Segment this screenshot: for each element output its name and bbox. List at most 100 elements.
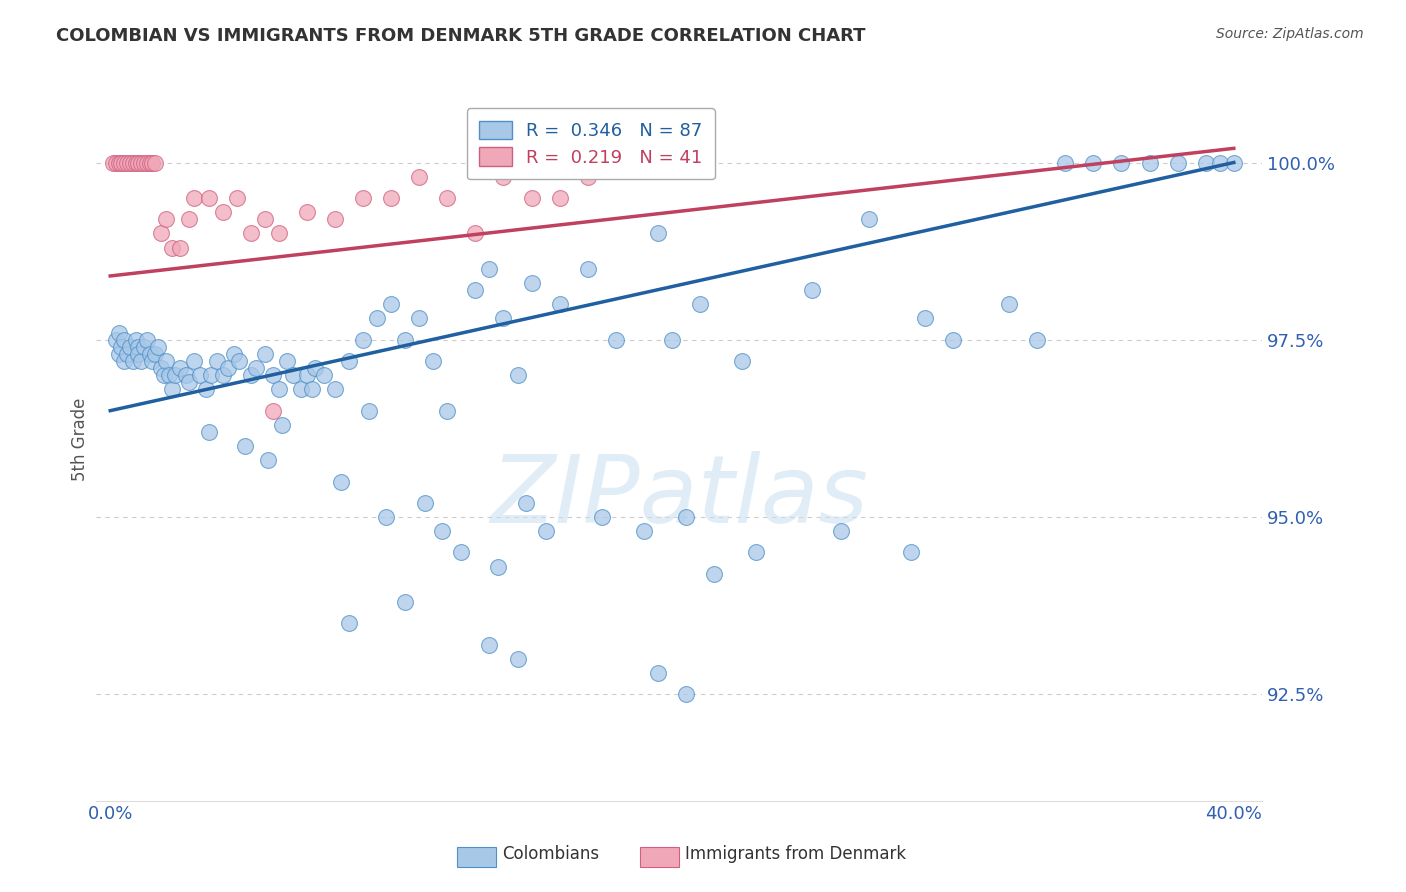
- Point: [245, 361, 267, 376]
- Point: [276, 354, 298, 368]
- Point: [745, 545, 768, 559]
- Point: [155, 354, 177, 368]
- Point: [998, 297, 1021, 311]
- Point: [675, 687, 697, 701]
- Point: [408, 169, 430, 184]
- Point: [152, 368, 174, 383]
- Point: [112, 333, 135, 347]
- Point: [149, 361, 172, 376]
- Point: [155, 212, 177, 227]
- Point: [647, 665, 669, 680]
- Point: [506, 652, 529, 666]
- Point: [430, 524, 453, 539]
- Point: [107, 155, 129, 169]
- Point: [731, 354, 754, 368]
- Point: [1167, 155, 1189, 169]
- Point: [1195, 155, 1218, 169]
- Point: [115, 347, 138, 361]
- Point: [115, 155, 138, 169]
- Point: [492, 169, 515, 184]
- Point: [197, 425, 219, 439]
- Point: [703, 566, 725, 581]
- Point: [183, 191, 205, 205]
- Point: [197, 191, 219, 205]
- Point: [661, 333, 683, 347]
- Point: [118, 340, 141, 354]
- Point: [323, 212, 346, 227]
- Point: [141, 354, 163, 368]
- Point: [253, 212, 276, 227]
- Text: COLOMBIAN VS IMMIGRANTS FROM DENMARK 5TH GRADE CORRELATION CHART: COLOMBIAN VS IMMIGRANTS FROM DENMARK 5TH…: [56, 27, 866, 45]
- Point: [858, 212, 880, 227]
- Point: [675, 510, 697, 524]
- Point: [486, 559, 509, 574]
- Point: [177, 212, 200, 227]
- Point: [520, 276, 543, 290]
- Point: [436, 403, 458, 417]
- Point: [121, 155, 143, 169]
- Point: [174, 368, 197, 383]
- Point: [1054, 155, 1077, 169]
- Point: [239, 227, 262, 241]
- Text: Immigrants from Denmark: Immigrants from Denmark: [685, 846, 905, 863]
- Point: [217, 361, 239, 376]
- Point: [647, 227, 669, 241]
- Point: [464, 227, 486, 241]
- Point: [183, 354, 205, 368]
- Point: [107, 347, 129, 361]
- Point: [146, 340, 169, 354]
- Point: [1026, 333, 1049, 347]
- Point: [337, 616, 360, 631]
- Point: [534, 524, 557, 539]
- Point: [281, 368, 304, 383]
- Point: [121, 354, 143, 368]
- Point: [801, 283, 824, 297]
- Point: [267, 227, 290, 241]
- Point: [515, 496, 537, 510]
- Point: [422, 354, 444, 368]
- Point: [352, 191, 374, 205]
- Point: [112, 155, 135, 169]
- Point: [194, 383, 217, 397]
- Point: [135, 333, 157, 347]
- Point: [329, 475, 352, 489]
- Point: [605, 333, 627, 347]
- Point: [135, 155, 157, 169]
- Point: [830, 524, 852, 539]
- Point: [689, 297, 711, 311]
- Point: [225, 191, 247, 205]
- Point: [548, 191, 571, 205]
- Point: [942, 333, 965, 347]
- Point: [262, 403, 284, 417]
- Point: [633, 524, 655, 539]
- Point: [394, 595, 416, 609]
- Point: [352, 333, 374, 347]
- Text: Colombians: Colombians: [502, 846, 599, 863]
- Point: [478, 638, 501, 652]
- Point: [200, 368, 222, 383]
- Point: [211, 205, 233, 219]
- Point: [188, 368, 211, 383]
- Point: [169, 361, 191, 376]
- Point: [149, 227, 172, 241]
- Point: [1209, 155, 1232, 169]
- Text: Source: ZipAtlas.com: Source: ZipAtlas.com: [1216, 27, 1364, 41]
- Point: [132, 340, 155, 354]
- Point: [101, 155, 124, 169]
- Point: [138, 155, 160, 169]
- Point: [222, 347, 245, 361]
- Point: [112, 354, 135, 368]
- Point: [141, 155, 163, 169]
- Point: [323, 383, 346, 397]
- Text: ZIPatlas: ZIPatlas: [491, 451, 868, 542]
- Point: [233, 439, 256, 453]
- Point: [374, 510, 396, 524]
- Point: [256, 453, 278, 467]
- Point: [478, 261, 501, 276]
- Point: [127, 155, 149, 169]
- Point: [239, 368, 262, 383]
- Point: [366, 311, 388, 326]
- Point: [337, 354, 360, 368]
- Point: [107, 326, 129, 340]
- Point: [900, 545, 922, 559]
